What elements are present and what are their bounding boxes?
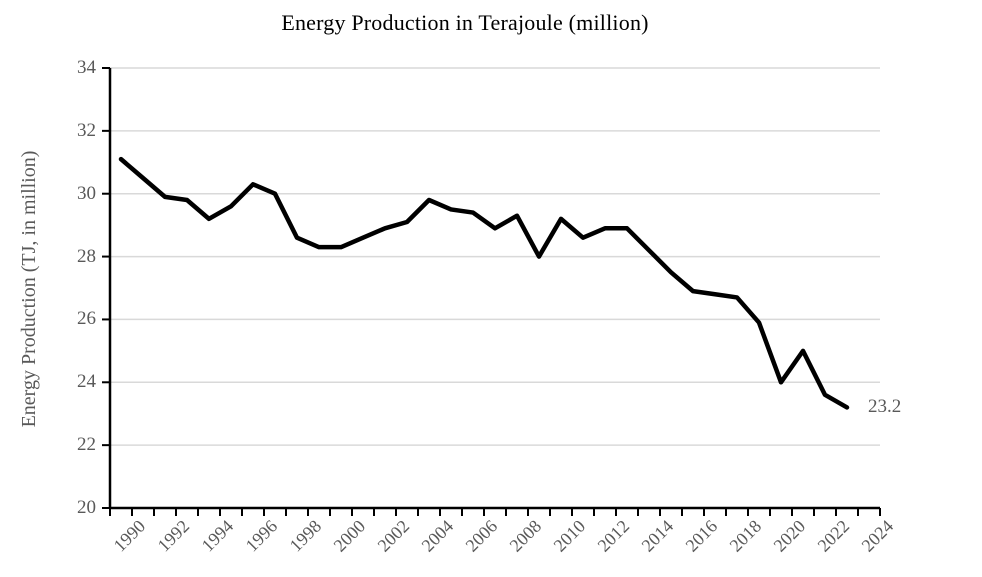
last-point-data-label: 23.2 — [868, 396, 902, 417]
y-tick-label: 32 — [77, 119, 96, 141]
y-tick-label: 20 — [77, 497, 96, 518]
y-tick-label: 26 — [77, 308, 96, 330]
y-tick-label: 24 — [77, 371, 96, 393]
y-tick-label: 22 — [77, 434, 96, 456]
y-tick-label: 28 — [77, 245, 96, 267]
energy-series-line — [118, 156, 850, 410]
y-tick-label: 30 — [77, 182, 96, 204]
chart-title: Energy Production in Terajoule (million) — [281, 10, 649, 35]
y-tick-label: 34 — [77, 57, 96, 78]
